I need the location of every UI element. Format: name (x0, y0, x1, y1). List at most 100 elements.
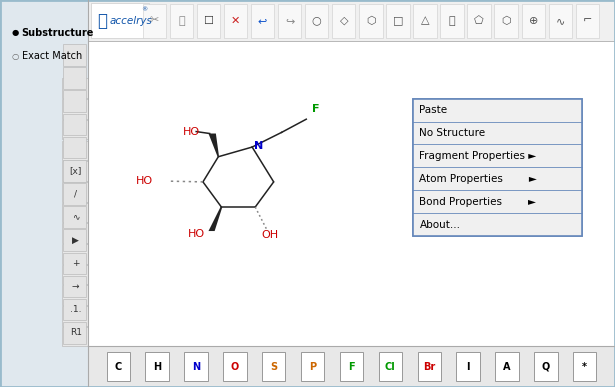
Text: ▶: ▶ (72, 236, 79, 245)
Bar (63, 229, 86, 251)
Text: F: F (348, 362, 355, 372)
Text: □: □ (392, 16, 403, 26)
Text: Paste: Paste (419, 105, 448, 115)
Text: HO: HO (135, 176, 153, 186)
Bar (62, 244, 88, 264)
Bar (63, 206, 86, 228)
Text: *: * (582, 362, 587, 372)
Text: Exact Match: Exact Match (22, 51, 82, 61)
Bar (63, 91, 86, 112)
Bar (413, 99, 582, 236)
Text: HO: HO (188, 229, 205, 239)
Text: C: C (114, 362, 122, 372)
Text: +: + (72, 259, 79, 268)
Text: Q: Q (542, 362, 550, 372)
Polygon shape (208, 207, 223, 231)
Text: ⬠: ⬠ (474, 16, 484, 26)
Bar (262, 352, 285, 381)
Text: HO: HO (183, 127, 200, 137)
Bar (63, 44, 86, 66)
Text: P: P (309, 362, 316, 372)
Bar (573, 352, 597, 381)
Bar (62, 202, 88, 222)
Bar (62, 120, 88, 139)
Text: ⌐: ⌐ (582, 16, 592, 26)
Text: ∿: ∿ (72, 212, 79, 221)
Bar (106, 352, 130, 381)
Bar (170, 4, 193, 38)
Bar (62, 99, 88, 119)
Bar (576, 4, 599, 38)
Bar (88, 0, 615, 41)
Text: /: / (74, 189, 77, 199)
Bar (413, 167, 582, 190)
Text: ✂: ✂ (149, 16, 159, 26)
Text: F: F (312, 104, 320, 114)
Bar (413, 99, 582, 122)
Text: ○: ○ (11, 51, 18, 61)
Text: H: H (153, 362, 161, 372)
Bar (413, 99, 582, 236)
Text: ⬡: ⬡ (501, 16, 511, 26)
Text: ✕: ✕ (231, 16, 240, 26)
Bar (63, 299, 86, 320)
Bar (62, 306, 88, 326)
Bar (413, 190, 582, 213)
Text: ◇: ◇ (339, 16, 348, 26)
Text: ®: ® (141, 8, 148, 13)
Text: ∿: ∿ (555, 16, 565, 26)
Bar (62, 161, 88, 181)
Text: ↪: ↪ (285, 16, 295, 26)
Bar (418, 352, 441, 381)
Text: Atom Properties        ►: Atom Properties ► (419, 174, 538, 184)
Bar (467, 4, 491, 38)
Text: ☐: ☐ (204, 16, 213, 26)
Bar (63, 137, 86, 158)
Bar (62, 79, 88, 98)
Bar (145, 352, 169, 381)
Bar (88, 41, 615, 346)
Text: A: A (503, 362, 510, 372)
Bar (413, 213, 582, 236)
Text: R1: R1 (69, 328, 82, 337)
Bar (549, 4, 572, 38)
Bar (413, 122, 582, 144)
Bar (62, 140, 88, 160)
Bar (62, 285, 88, 305)
Text: .1.: .1. (70, 305, 81, 314)
Text: accelrys: accelrys (109, 16, 153, 26)
Text: N: N (253, 141, 263, 151)
Bar (63, 253, 86, 274)
Text: △: △ (421, 16, 429, 26)
Text: OH: OH (261, 230, 279, 240)
Text: 〜: 〜 (449, 16, 455, 26)
Bar (63, 183, 86, 205)
Text: Substructure: Substructure (22, 28, 94, 38)
Bar (413, 144, 582, 167)
Bar (339, 352, 363, 381)
Text: ⬜: ⬜ (178, 16, 184, 26)
Text: Cl: Cl (385, 362, 395, 372)
Text: Br: Br (423, 362, 435, 372)
Bar (223, 352, 247, 381)
Text: →: → (72, 282, 79, 291)
Bar (440, 4, 464, 38)
Bar (62, 223, 88, 243)
Bar (494, 4, 518, 38)
Bar (278, 4, 301, 38)
Text: ●: ● (11, 28, 18, 38)
Bar (386, 4, 410, 38)
Text: About...: About... (419, 219, 461, 229)
Text: I: I (466, 362, 470, 372)
Bar (184, 352, 208, 381)
Bar (197, 4, 220, 38)
Bar (413, 4, 437, 38)
Text: Fragment Properties ►: Fragment Properties ► (419, 151, 537, 161)
Bar (495, 352, 518, 381)
Bar (359, 4, 383, 38)
Polygon shape (208, 134, 219, 157)
Bar (332, 4, 355, 38)
Text: 𝒮: 𝒮 (97, 12, 107, 30)
Bar (305, 4, 328, 38)
Bar (0, 0, 88, 387)
